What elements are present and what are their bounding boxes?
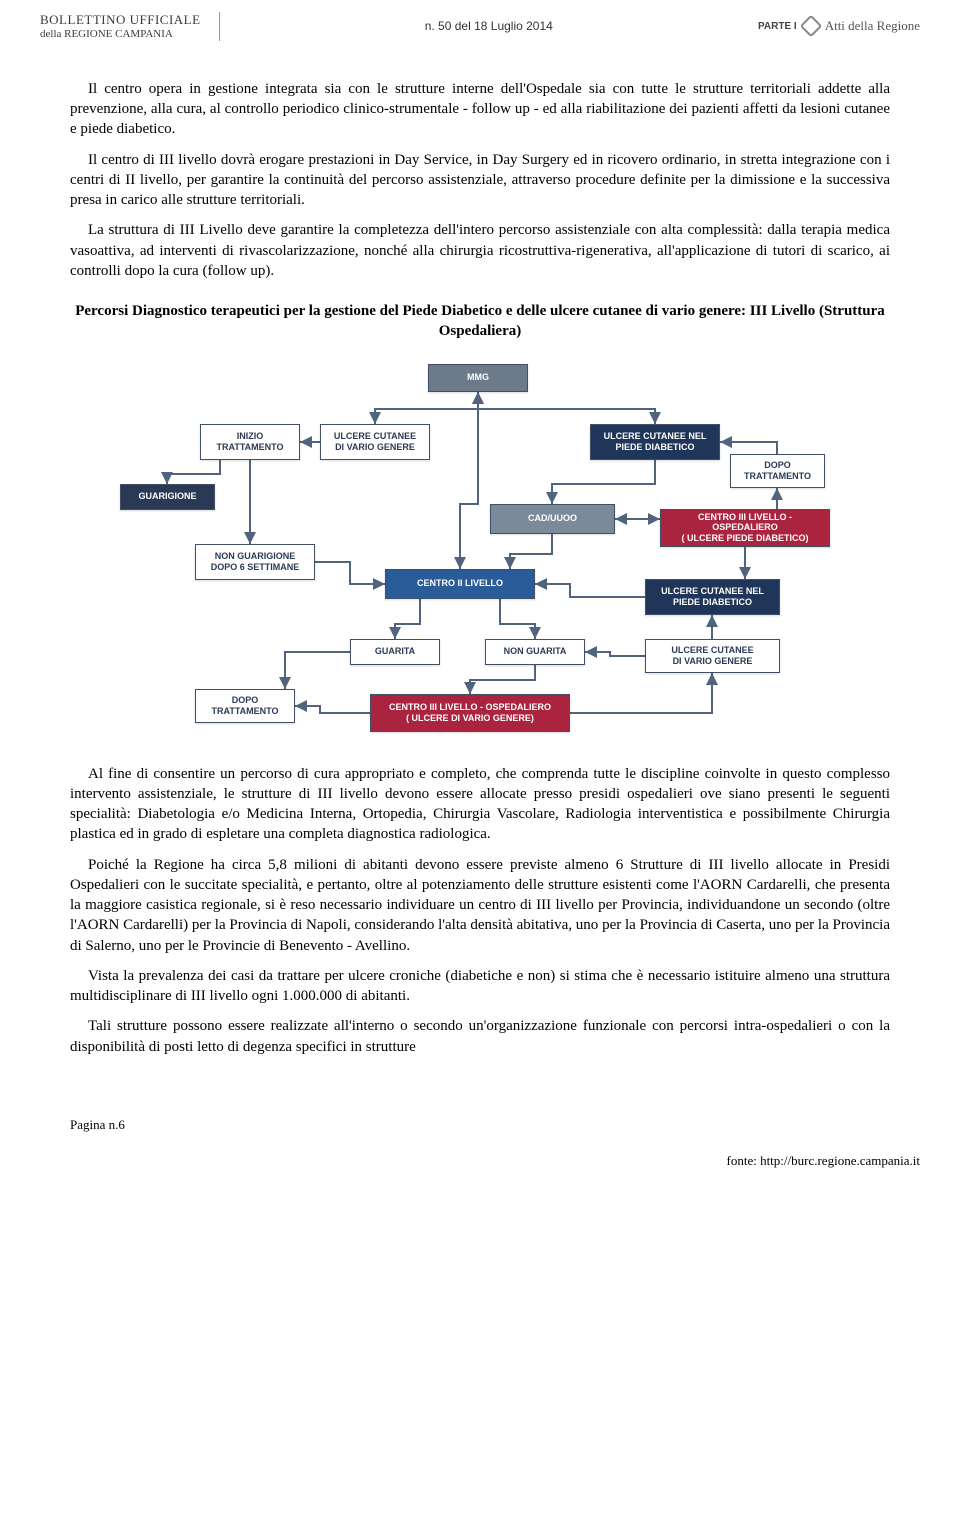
flowchart-node-centro2: CENTRO II LIVELLO	[385, 569, 535, 599]
header-parte: PARTE I	[758, 21, 797, 32]
flowchart-node-mmg: MMG	[428, 364, 528, 392]
paragraph: Tali strutture possono essere realizzate…	[70, 1016, 890, 1057]
header-title: BOLLETTINO UFFICIALE	[40, 12, 201, 28]
source-footer: fonte: http://burc.regione.campania.it	[0, 1133, 960, 1189]
flowchart-node-guarita: GUARITA	[350, 639, 440, 665]
flowchart-node-non_guar_6: NON GUARIGIONEDOPO 6 SETTIMANE	[195, 544, 315, 580]
document-body: Il centro opera in gestione integrata si…	[0, 49, 960, 1087]
header-atti: Atti della Regione	[825, 18, 920, 34]
flowchart-node-centro3_vg: CENTRO III LIVELLO - OSPEDALIERO( ULCERE…	[370, 694, 570, 732]
section-title: Percorsi Diagnostico terapeutici per la …	[70, 301, 890, 342]
page-header: BOLLETTINO UFFICIALE della REGIONE CAMPA…	[0, 0, 960, 49]
flowchart-node-dopo_tratt_r: DOPOTRATTAMENTO	[730, 454, 825, 488]
paragraph: Vista la prevalenza dei casi da trattare…	[70, 966, 890, 1007]
flowchart-node-ulc_generi_1: ULCERE CUTANEEDI VARIO GENERE	[320, 424, 430, 460]
flowchart-node-guarigione: GUARIGIONE	[120, 484, 215, 510]
paragraph: Il centro opera in gestione integrata si…	[70, 79, 890, 140]
page-number: Pagina n.6	[0, 1117, 960, 1133]
flowchart-node-non_guarita: NON GUARITA	[485, 639, 585, 665]
paragraph: Al fine di consentire un percorso di cur…	[70, 764, 890, 845]
header-issue: n. 50 del 18 Luglio 2014	[220, 19, 758, 33]
region-logo-icon	[799, 15, 822, 38]
paragraph: Poiché la Regione ha circa 5,8 milioni d…	[70, 855, 890, 956]
header-publisher: BOLLETTINO UFFICIALE della REGIONE CAMPA…	[40, 12, 220, 41]
flowchart-node-dopo_tratt_l: DOPOTRATTAMENTO	[195, 689, 295, 723]
paragraph: La struttura di III Livello deve garanti…	[70, 220, 890, 281]
flowchart-container: MMG INIZIOTRATTAMENTO ULCERE CUTANEEDI VAR…	[70, 354, 890, 744]
paragraph: Il centro di III livello dovrà erogare p…	[70, 150, 890, 211]
flowchart-node-ulc_generi_2: ULCERE CUTANEEDI VARIO GENERE	[645, 639, 780, 673]
header-subtitle: della REGIONE CAMPANIA	[40, 28, 201, 41]
flowchart-node-ulc_piede_1: ULCERE CUTANEE NELPIEDE DIABETICO	[590, 424, 720, 460]
flowchart-node-ulc_piede_2: ULCERE CUTANEE NELPIEDE DIABETICO	[645, 579, 780, 615]
header-section: PARTE I Atti della Regione	[758, 18, 920, 34]
flowchart-node-cad: CAD/UUOO	[490, 504, 615, 534]
flowchart: MMG INIZIOTRATTAMENTO ULCERE CUTANEEDI VAR…	[120, 354, 840, 744]
flowchart-node-inizio: INIZIOTRATTAMENTO	[200, 424, 300, 460]
flowchart-node-centro3_pd: CENTRO III LIVELLO - OSPEDALIERO( ULCERE…	[660, 509, 830, 547]
